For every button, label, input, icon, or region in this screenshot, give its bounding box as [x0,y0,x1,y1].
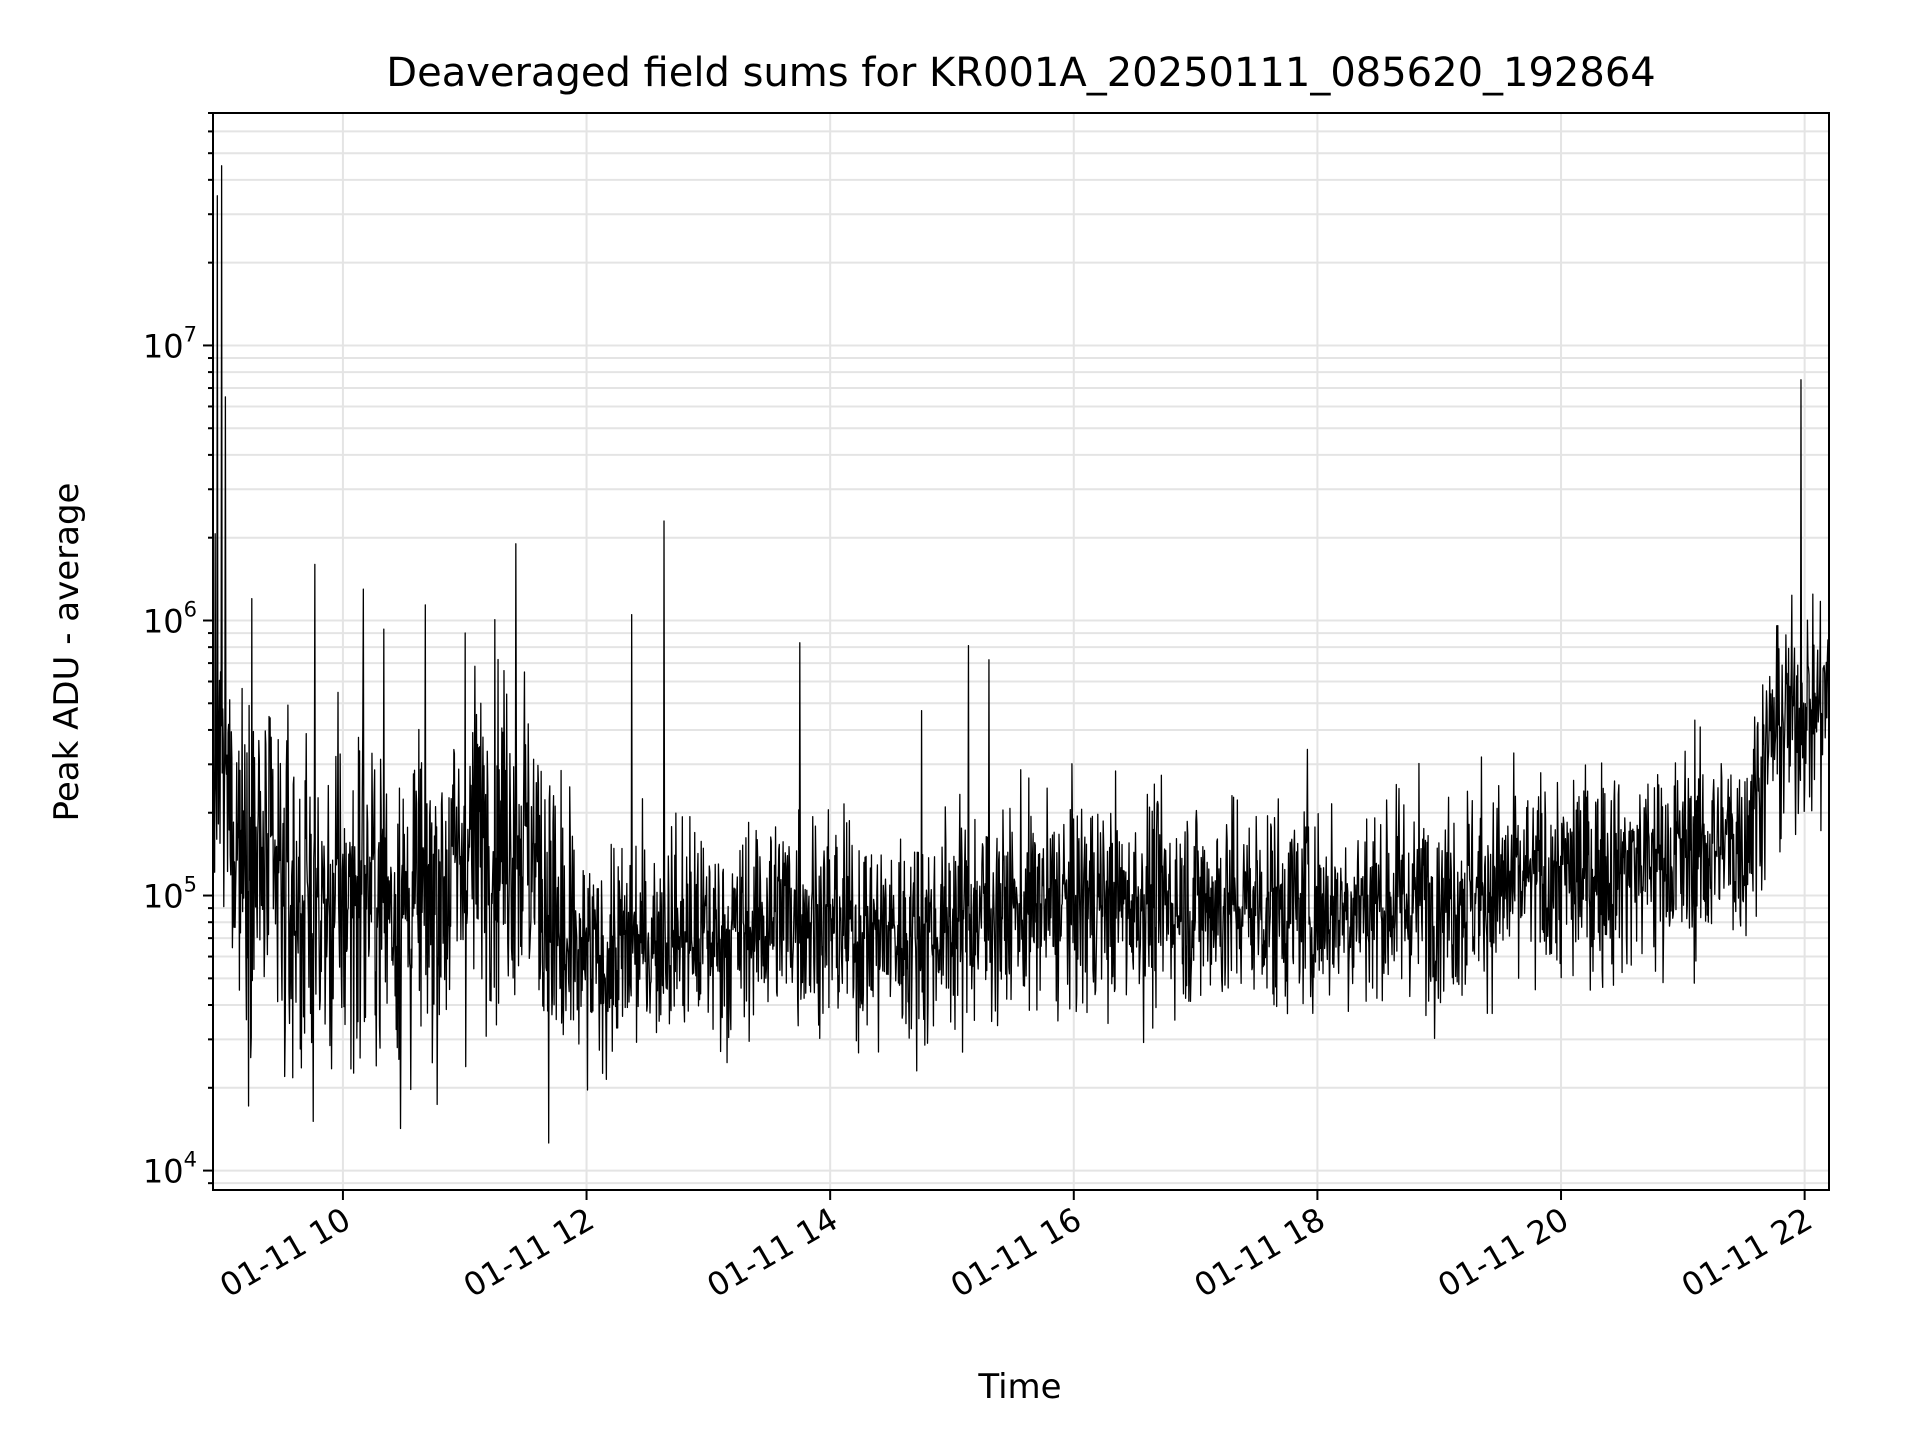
chart-title: Deaveraged field sums for KR001A_2025011… [386,50,1655,96]
y-tick-label: 106 [143,597,197,640]
y-tick-label: 104 [143,1148,197,1191]
x-axis-label: Time [977,1367,1061,1407]
y-tick-label: 105 [143,873,197,916]
y-axis: 104 105 106 107 [143,112,213,1191]
y-tick-label: 107 [143,322,197,365]
y-axis-label: Peak ADU - average [47,483,87,822]
plot-area [212,165,1830,1144]
series-line [212,165,1830,1144]
plot-frame [212,112,1830,1191]
